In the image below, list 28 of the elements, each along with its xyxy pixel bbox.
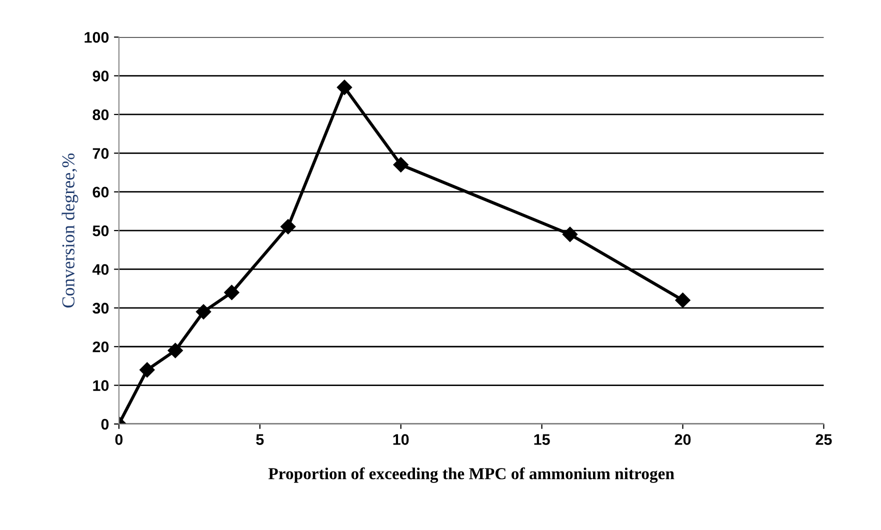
y-tick-label: 80 — [92, 109, 109, 120]
y-tick-label: 70 — [92, 148, 109, 159]
y-tick-label: 0 — [101, 418, 109, 430]
point — [140, 362, 155, 378]
point — [168, 342, 183, 358]
y-tick-label: 50 — [92, 225, 109, 236]
x-tick-label: 10 — [393, 434, 409, 445]
point — [196, 304, 212, 320]
y-tick-label: 10 — [93, 380, 109, 391]
x-tick-label: 0 — [115, 434, 123, 445]
y-tick-label: 90 — [92, 70, 109, 82]
point — [675, 292, 690, 308]
y-tick-label: 20 — [92, 341, 109, 352]
point — [393, 157, 408, 172]
y-tick-label: 60 — [92, 186, 109, 198]
point — [280, 219, 296, 234]
x-axis-title: Proportion of exceeding the MPC of ammonium nitrogen — [268, 467, 674, 483]
point — [562, 226, 578, 242]
x-tick-label: 25 — [816, 434, 832, 445]
y-tick-label: 30 — [92, 302, 109, 314]
point — [336, 80, 352, 95]
x-tick-label: 15 — [534, 434, 550, 445]
x-tick-label: 5 — [256, 434, 264, 445]
y-tick-label: 40 — [92, 264, 109, 275]
x-tick-label: 20 — [674, 434, 691, 445]
point — [224, 284, 240, 300]
y-axis-title: Conversion degree,% — [62, 153, 78, 308]
y-tick-label: 100 — [84, 32, 109, 43]
